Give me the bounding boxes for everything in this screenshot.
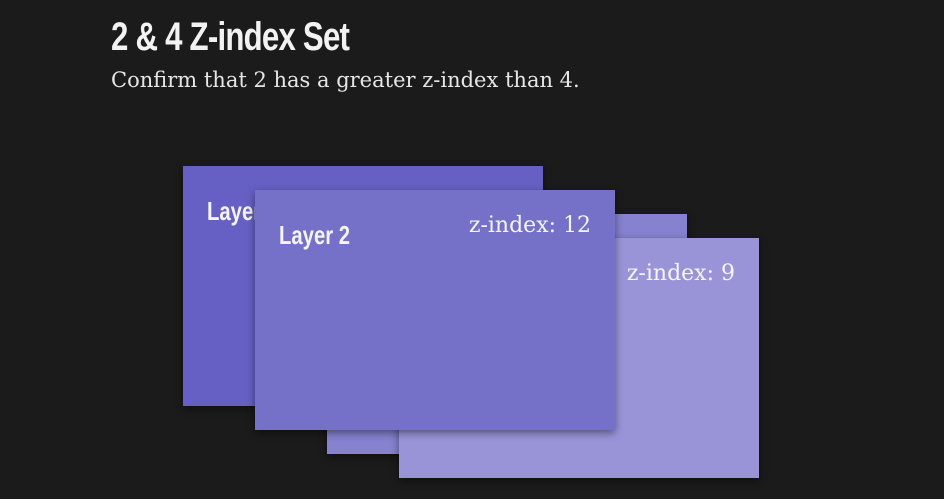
page-header: 2 & 4 Z-index Set Confirm that 2 has a g… [111, 14, 580, 94]
page-title: 2 & 4 Z-index Set [111, 15, 350, 59]
z-index-label: z-index: 9 [626, 261, 735, 286]
page-subtitle: Confirm that 2 has a greater z-index tha… [111, 68, 580, 92]
z-index-label: z-index: 12 [468, 213, 591, 238]
layer-label: Layer 2 [279, 220, 351, 250]
layer-card-2: Layer 2 z-index: 12 [255, 190, 615, 430]
